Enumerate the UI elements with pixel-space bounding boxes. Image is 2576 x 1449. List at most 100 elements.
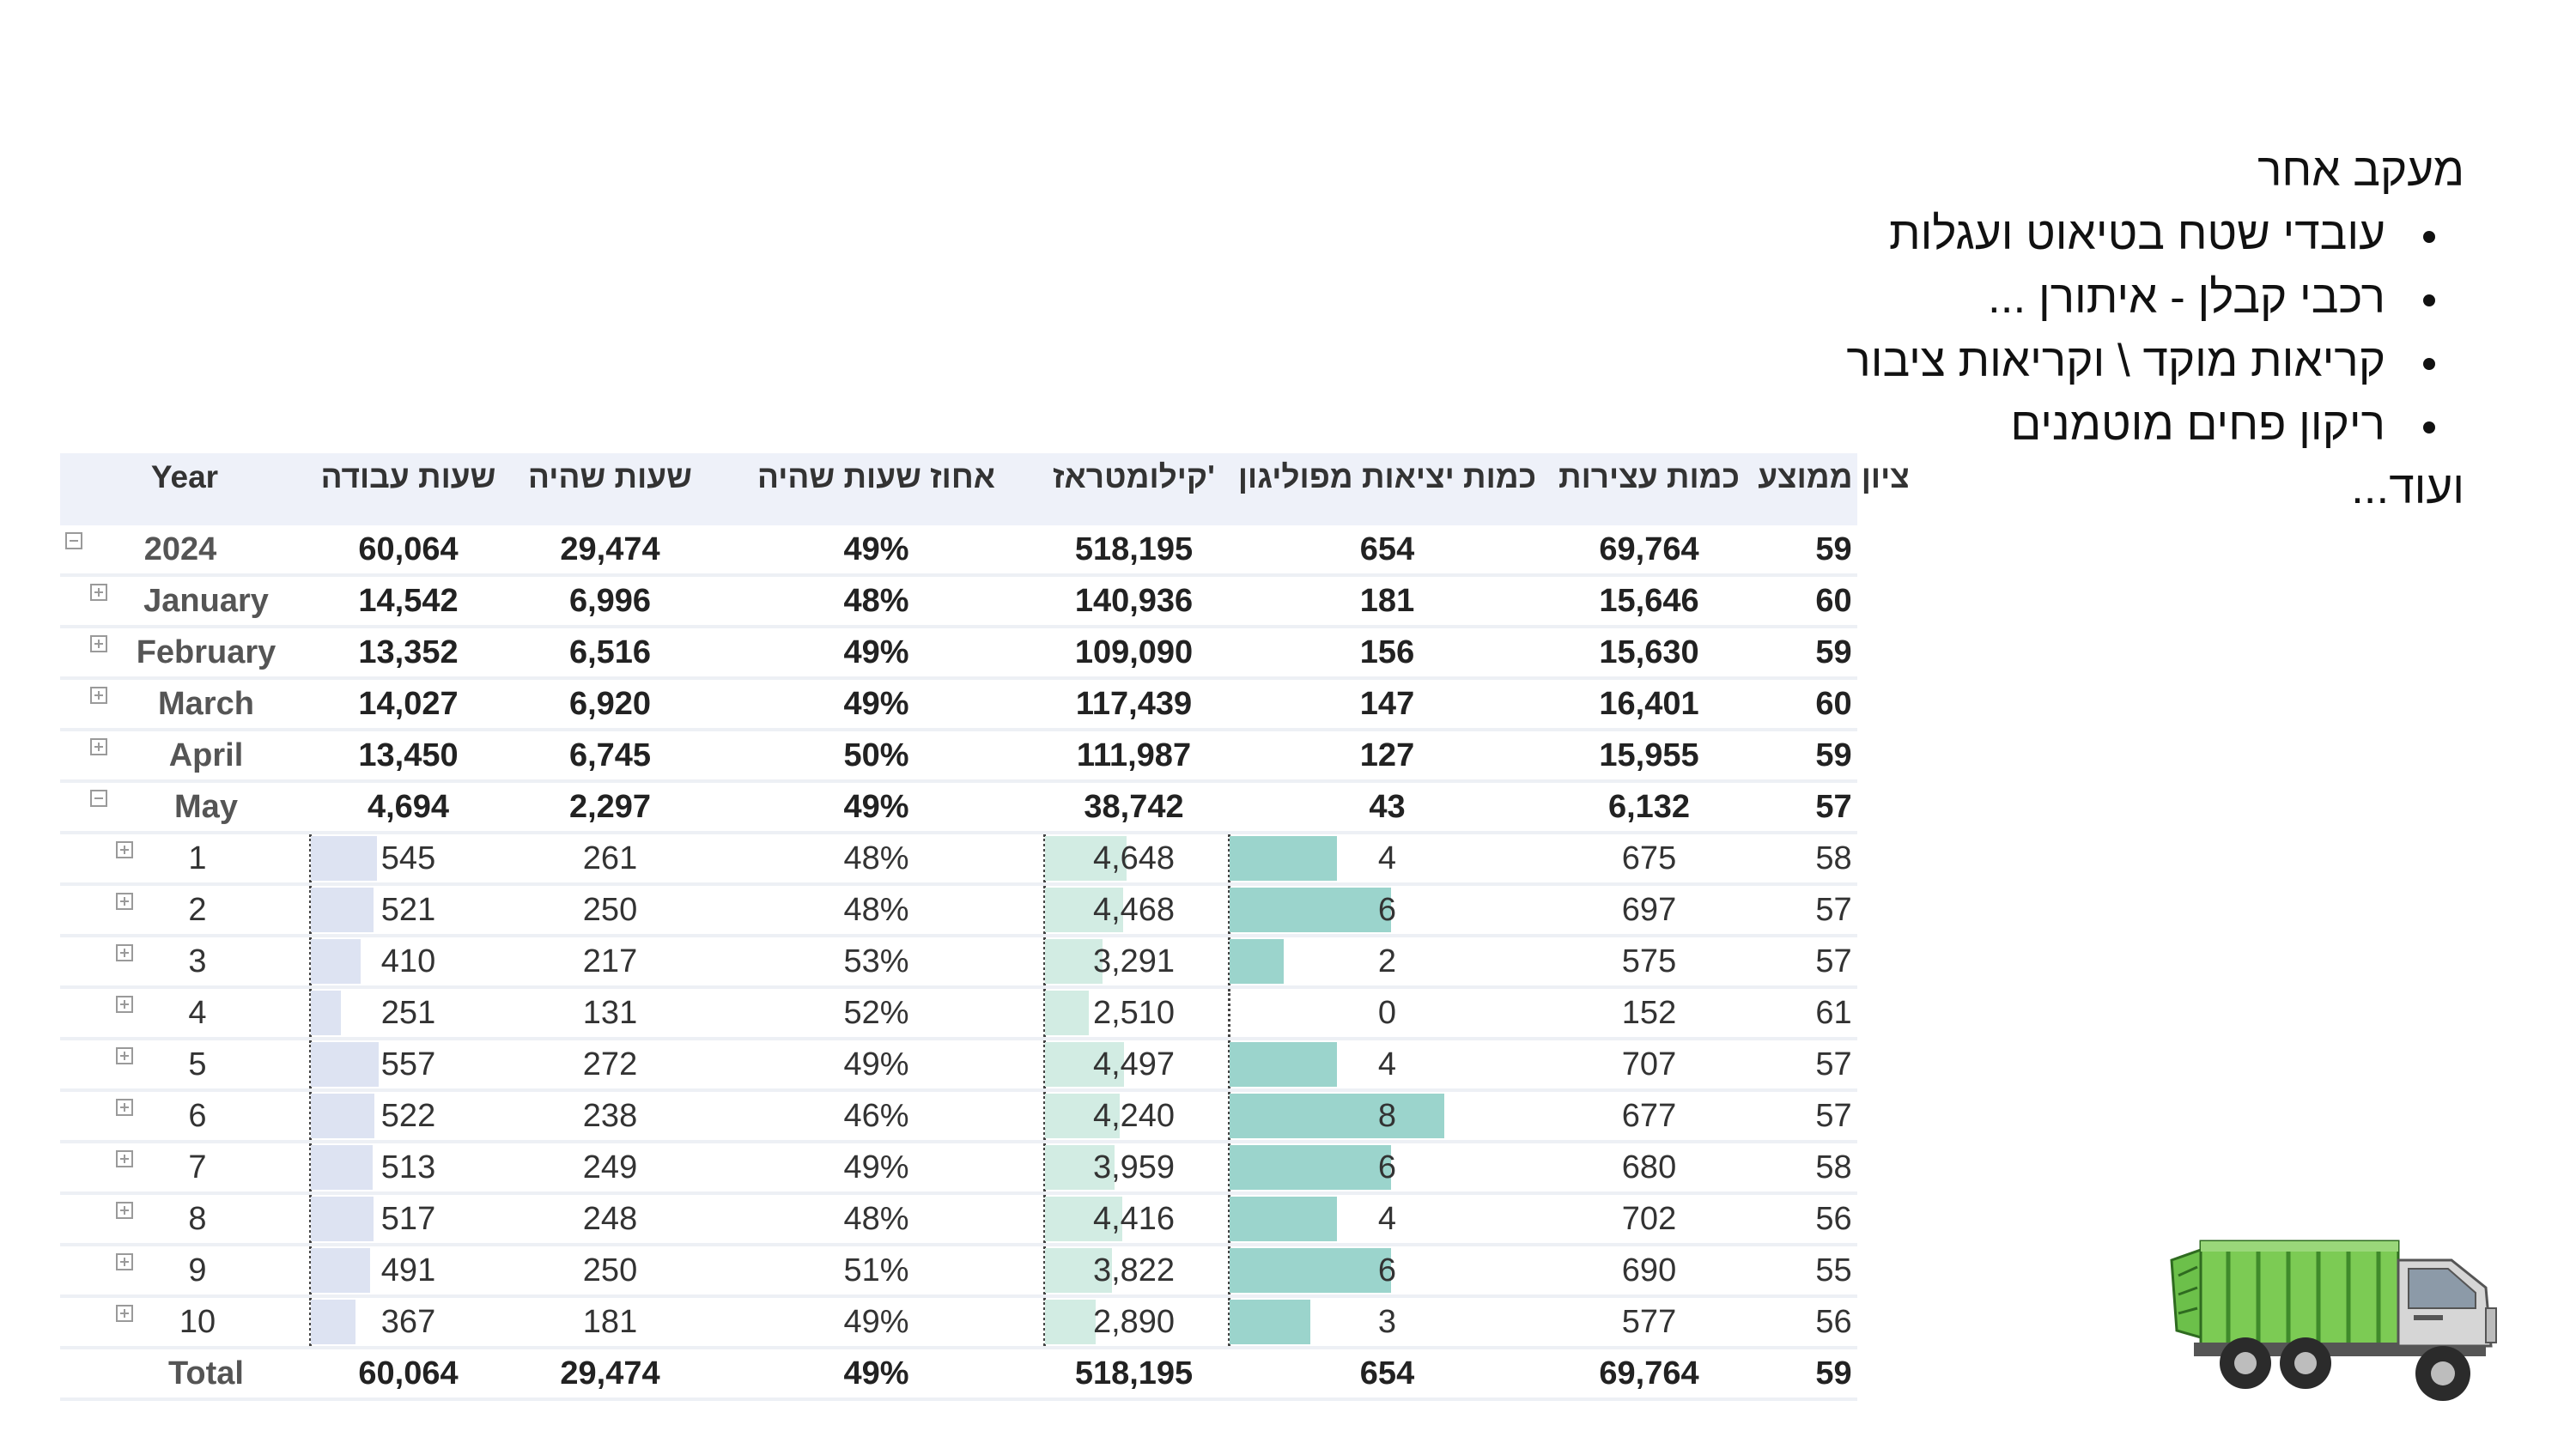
- expand-icon[interactable]: [116, 996, 133, 1013]
- expand-icon[interactable]: [90, 584, 107, 601]
- cell-km: 140,936: [1074, 582, 1194, 619]
- cell-polygon-exits: 6: [1377, 1252, 1397, 1288]
- expand-icon[interactable]: [90, 738, 107, 755]
- work-hours-bar: [311, 1248, 370, 1293]
- cell-idle-hours: 249: [582, 1149, 638, 1185]
- cell-km: 518,195: [1074, 530, 1194, 567]
- cell-idle-pct: 48%: [843, 1200, 909, 1237]
- expand-icon[interactable]: [116, 1047, 133, 1064]
- polygon-exits-bar: [1230, 836, 1337, 881]
- collapse-icon[interactable]: [90, 790, 107, 807]
- bar-axis-line: [1043, 1246, 1046, 1294]
- cell-km: 109,090: [1074, 634, 1194, 670]
- month-row: May 4,694 2,297 49% 38,742 43 6,132 57: [60, 783, 1857, 834]
- cell-avg-score: 61: [1815, 994, 1852, 1031]
- row-label: 8: [188, 1200, 207, 1237]
- cell-avg-score: 57: [1815, 1046, 1852, 1082]
- bar-axis-line: [1043, 937, 1046, 985]
- expand-icon[interactable]: [116, 893, 133, 910]
- bar-axis-line: [1228, 989, 1230, 1037]
- cell-stops: 690: [1621, 1252, 1677, 1288]
- expand-icon[interactable]: [116, 1305, 133, 1322]
- cell-work-hours: 491: [380, 1252, 436, 1288]
- row-label: 7: [188, 1149, 207, 1185]
- cell-stops: 6,132: [1607, 788, 1691, 825]
- km-bar: [1045, 1042, 1124, 1087]
- cell-polygon-exits: 4: [1377, 1046, 1397, 1082]
- cell-polygon-exits: 156: [1359, 634, 1415, 670]
- header-year[interactable]: Year: [150, 459, 219, 494]
- bar-axis-line: [1228, 1298, 1230, 1346]
- day-row: 8 517 248 48% 4,416 4 702 56: [60, 1195, 1857, 1246]
- cell-work-hours: 14,027: [358, 685, 459, 722]
- polygon-exits-bar: [1230, 1300, 1310, 1344]
- expand-icon[interactable]: [116, 1202, 133, 1219]
- expand-icon[interactable]: [90, 635, 107, 652]
- cell-idle-hours: 217: [582, 943, 638, 979]
- cell-work-hours: 251: [380, 994, 436, 1031]
- work-hours-bar: [311, 888, 374, 932]
- bullet-icon: [2423, 231, 2435, 243]
- bar-axis-line: [1043, 1092, 1046, 1140]
- cell-stops: 152: [1621, 994, 1677, 1031]
- cell-stops: 69,764: [1599, 1355, 1699, 1391]
- cell-stops: 677: [1621, 1097, 1677, 1134]
- cell-work-hours: 367: [380, 1303, 436, 1340]
- cell-km: 3,291: [1092, 943, 1176, 979]
- header-work-hours[interactable]: שעות עבודה: [320, 459, 496, 494]
- expand-icon[interactable]: [116, 944, 133, 961]
- notes-bullet: עובדי שטח בטיאוט ועגלות: [1692, 203, 2464, 266]
- cell-polygon-exits: 43: [1369, 788, 1406, 825]
- header-stops[interactable]: כמות עצירות: [1558, 459, 1740, 494]
- collapse-icon[interactable]: [65, 532, 82, 549]
- cell-idle-pct: 51%: [843, 1252, 909, 1288]
- header-km[interactable]: קילומטראז': [1053, 459, 1215, 494]
- cell-km: 4,468: [1092, 891, 1176, 928]
- bar-axis-line: [1043, 1298, 1046, 1346]
- cell-stops: 707: [1621, 1046, 1677, 1082]
- cell-km: 518,195: [1074, 1355, 1194, 1391]
- cell-idle-hours: 6,745: [568, 737, 652, 773]
- row-label: 2: [188, 891, 207, 928]
- header-idle-pct[interactable]: אחוז שעות שהיה: [757, 459, 995, 494]
- header-avg-score[interactable]: ציון ממוצע: [1758, 459, 1910, 494]
- work-hours-bar: [311, 1145, 373, 1190]
- cell-work-hours: 410: [380, 943, 436, 979]
- cell-idle-pct: 49%: [843, 788, 909, 825]
- cell-avg-score: 59: [1815, 1355, 1852, 1391]
- polygon-exits-bar: [1230, 1197, 1337, 1241]
- notes-footer: ועוד...: [2351, 463, 2464, 513]
- month-row: January 14,542 6,996 48% 140,936 181 15,646 60: [60, 577, 1857, 628]
- km-bar: [1045, 1248, 1112, 1293]
- cell-km: 4,497: [1092, 1046, 1176, 1082]
- polygon-exits-bar: [1230, 888, 1391, 932]
- header-idle-hours[interactable]: שעות שהיה: [528, 459, 692, 494]
- km-bar: [1045, 888, 1123, 932]
- expand-icon[interactable]: [90, 687, 107, 704]
- cell-stops: 16,401: [1599, 685, 1699, 722]
- cell-stops: 15,646: [1599, 582, 1699, 619]
- cell-work-hours: 521: [380, 891, 436, 928]
- day-row: 5 557 272 49% 4,497 4 707 57: [60, 1040, 1857, 1092]
- row-label: 2024: [143, 530, 217, 567]
- expand-icon[interactable]: [116, 1099, 133, 1116]
- header-polygon-exits[interactable]: כמות יציאות מפוליגון: [1237, 459, 1537, 494]
- bar-axis-line: [1228, 1195, 1230, 1243]
- cell-idle-pct: 49%: [843, 685, 909, 722]
- work-hours-bar: [311, 991, 341, 1035]
- row-label: 4: [188, 994, 207, 1031]
- cell-stops: 675: [1621, 840, 1677, 876]
- cell-work-hours: 557: [380, 1046, 436, 1082]
- cell-avg-score: 57: [1815, 788, 1852, 825]
- cell-stops: 680: [1621, 1149, 1677, 1185]
- expand-icon[interactable]: [116, 1253, 133, 1270]
- cell-avg-score: 57: [1815, 891, 1852, 928]
- cell-work-hours: 14,542: [358, 582, 459, 619]
- expand-icon[interactable]: [116, 1150, 133, 1167]
- expand-icon[interactable]: [116, 841, 133, 858]
- cell-idle-hours: 261: [582, 840, 638, 876]
- row-label: 5: [188, 1046, 207, 1082]
- polygon-exits-bar: [1230, 1094, 1444, 1138]
- month-row: February 13,352 6,516 49% 109,090 156 15,630 59: [60, 628, 1857, 680]
- cell-idle-pct: 49%: [843, 1303, 909, 1340]
